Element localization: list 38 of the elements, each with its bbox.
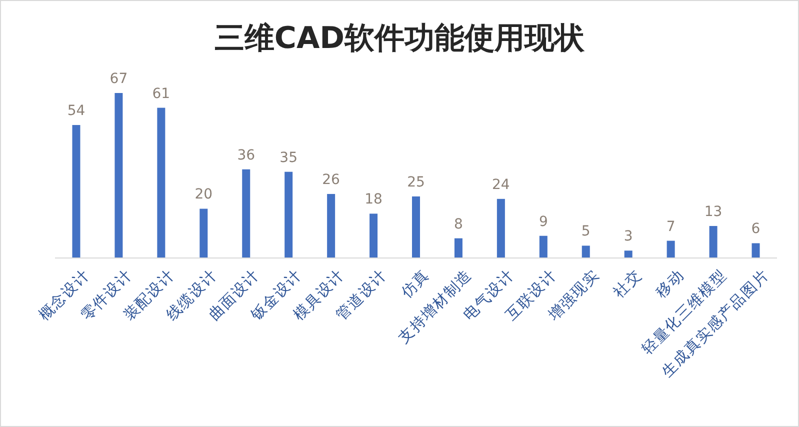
data-label: 61 (152, 86, 170, 102)
bar (454, 238, 462, 258)
data-label: 54 (67, 103, 86, 120)
data-label: 5 (581, 224, 590, 240)
data-label: 7 (666, 218, 676, 235)
data-label: 36 (237, 147, 256, 164)
bar (496, 198, 505, 258)
bar (242, 169, 250, 258)
data-label: 18 (364, 192, 382, 208)
data-label: 8 (454, 216, 463, 232)
bar (370, 214, 378, 258)
bar (582, 246, 590, 258)
bar (157, 108, 166, 258)
data-label: 25 (407, 174, 425, 190)
bar (666, 240, 675, 258)
x-tick-label: 社交 (610, 266, 646, 302)
bar (200, 208, 208, 258)
x-tick-label: 仿真 (396, 266, 433, 302)
data-label: 9 (538, 214, 548, 230)
bar (624, 250, 632, 258)
bar (284, 172, 293, 258)
data-label: 13 (704, 204, 722, 220)
data-label: 35 (280, 150, 298, 166)
data-label: 6 (751, 221, 760, 238)
bar (412, 196, 420, 258)
bar (539, 236, 548, 258)
bar (114, 93, 123, 258)
x-tick-label: 移动 (652, 266, 688, 302)
data-label: 26 (322, 172, 340, 188)
bar (72, 125, 80, 258)
bar (709, 226, 718, 258)
data-label: 20 (194, 186, 213, 203)
bar (327, 194, 336, 258)
bar (752, 243, 760, 258)
data-label: 24 (492, 176, 510, 193)
data-label: 67 (110, 71, 128, 87)
data-label: 3 (624, 228, 633, 245)
chart-title: 三维CAD软件功能使用现状 (214, 21, 586, 56)
